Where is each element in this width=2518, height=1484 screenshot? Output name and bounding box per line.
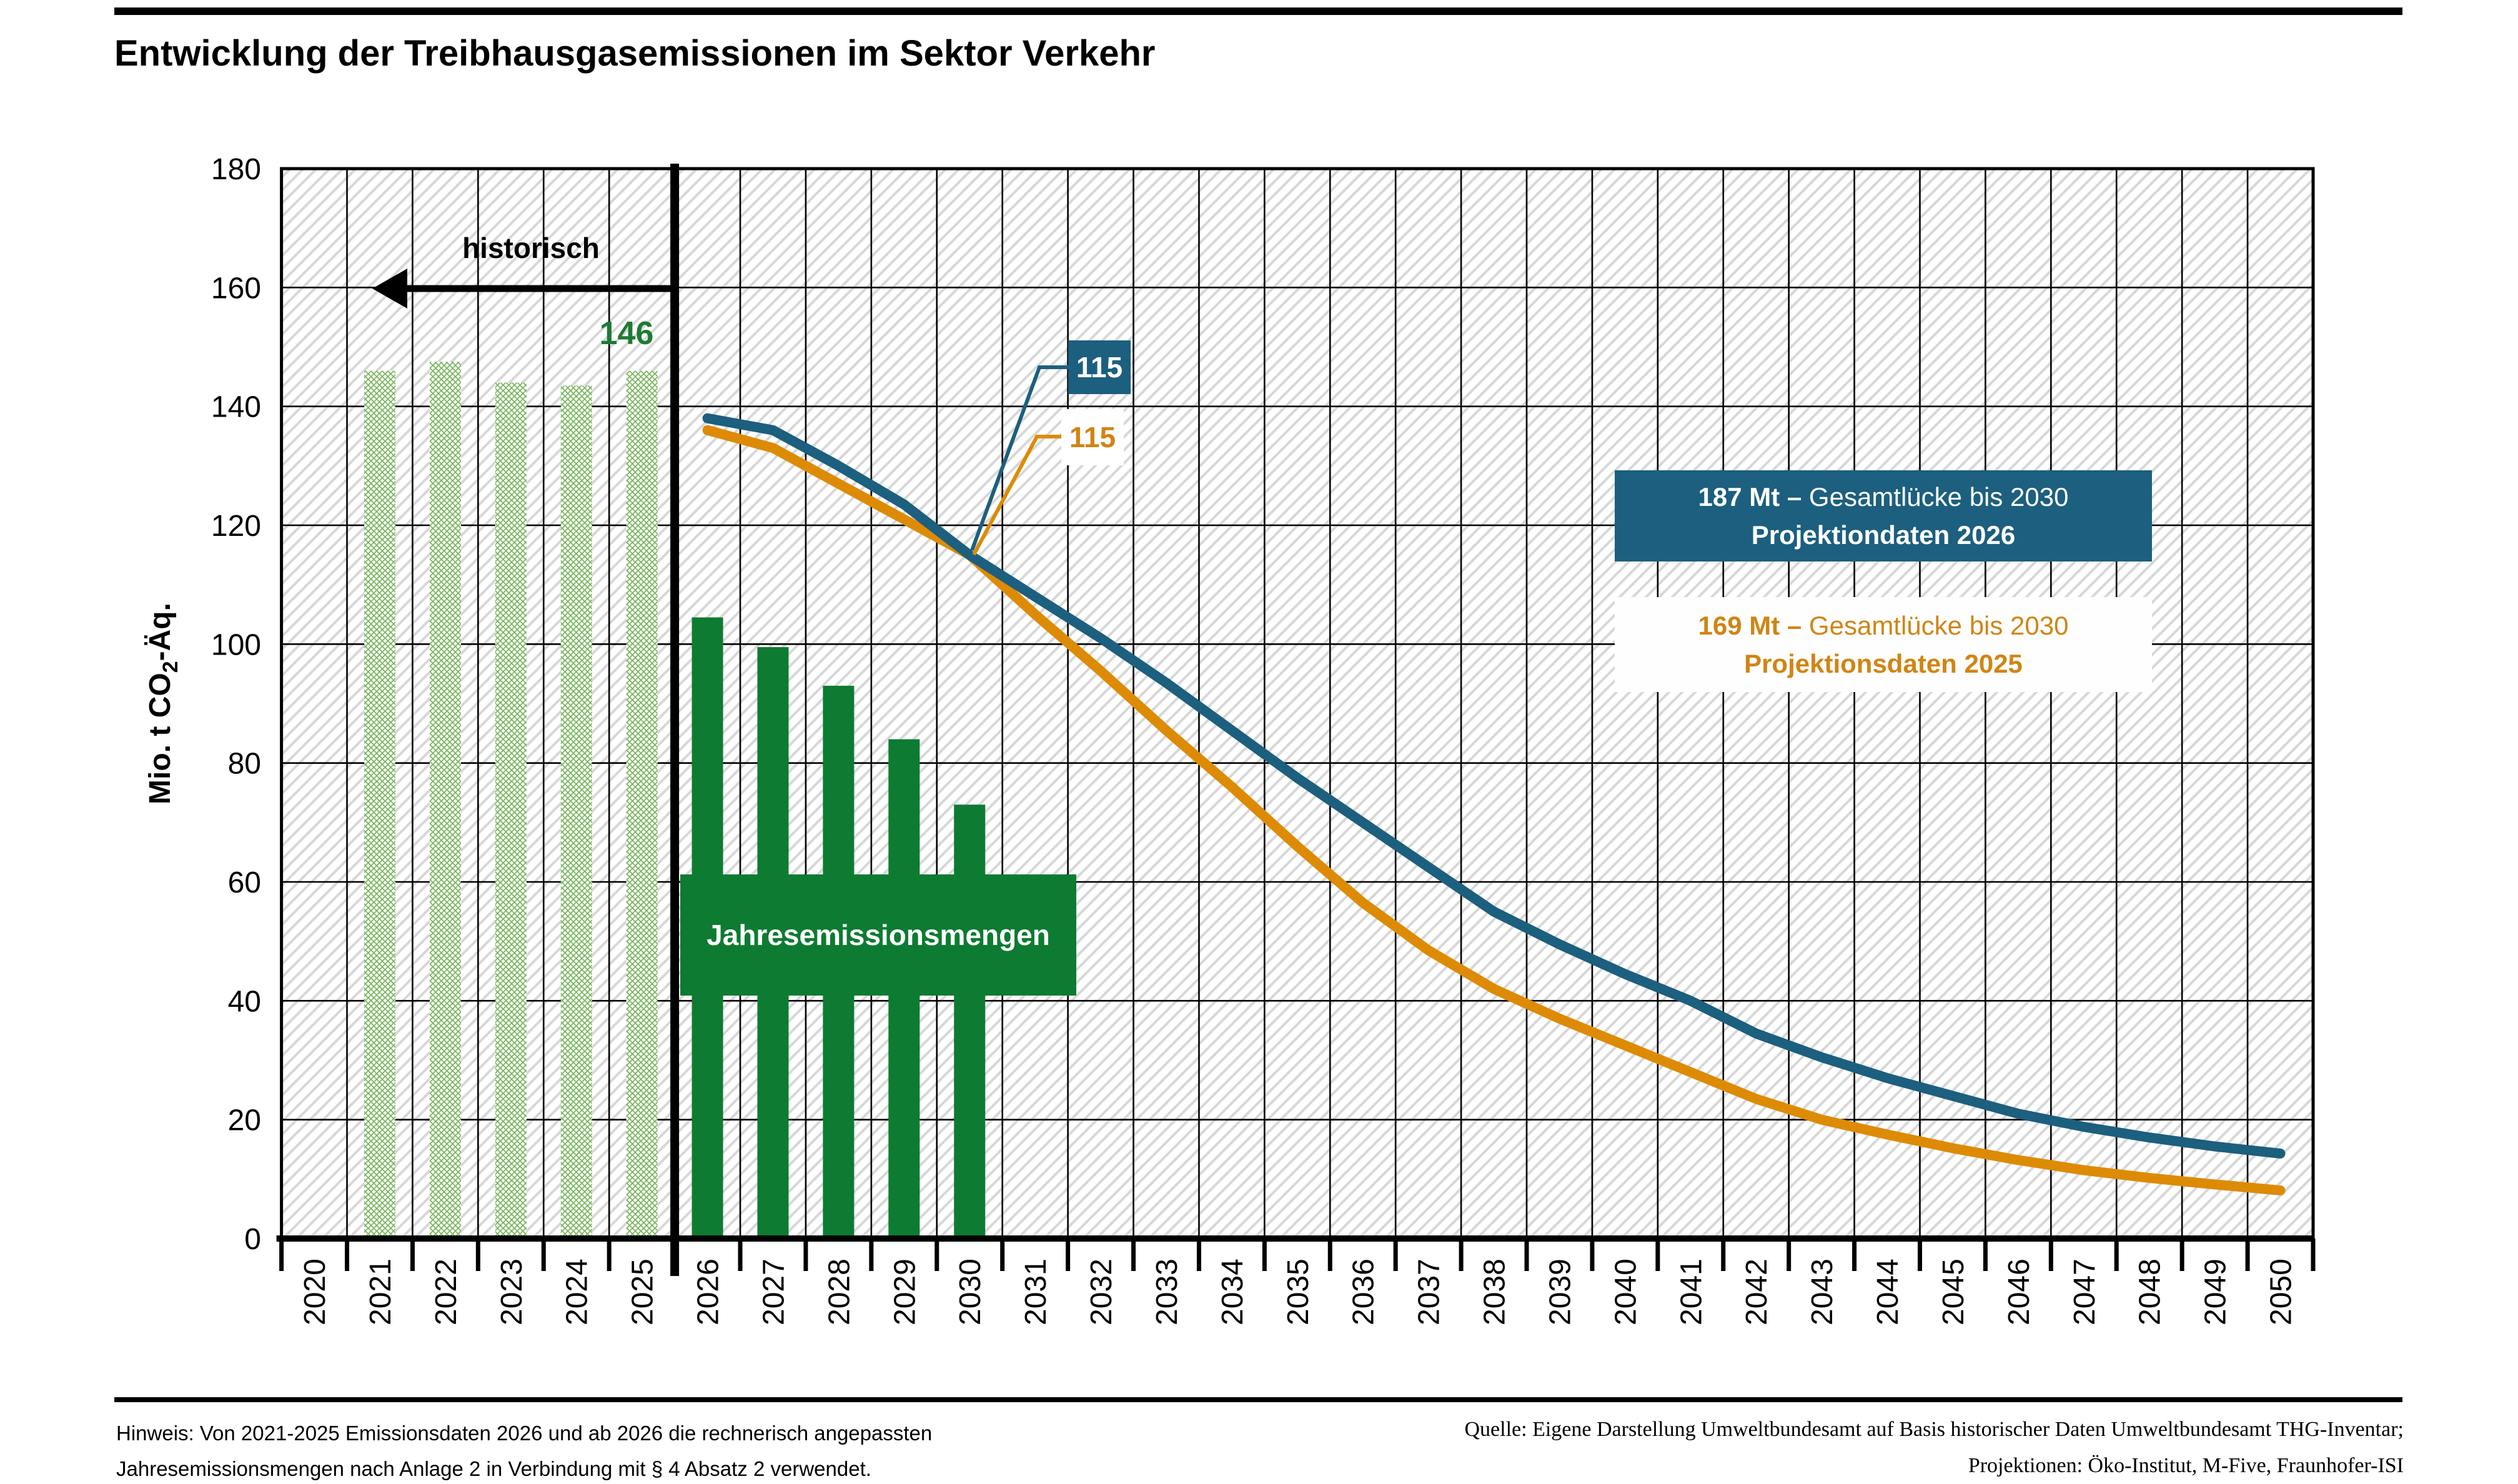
gap-box-2026-line2: Projektiondaten 2026 bbox=[1751, 520, 2016, 550]
y-tick-label-120: 120 bbox=[211, 510, 261, 543]
x-tick-label-2027: 2027 bbox=[757, 1259, 790, 1325]
gap-box-projektionsdaten-2025: 169 Mt – Gesamtlücke bis 2030 Projektion… bbox=[1615, 597, 2152, 692]
x-tick-label-2046: 2046 bbox=[2003, 1259, 2036, 1325]
footer-rule bbox=[114, 1397, 2402, 1402]
footnote-line1: Hinweis: Von 2021-2025 Emissionsdaten 20… bbox=[116, 1422, 933, 1445]
x-tick-label-2036: 2036 bbox=[1347, 1259, 1380, 1325]
x-tick-label-2020: 2020 bbox=[299, 1259, 332, 1325]
x-tick-label-2025: 2025 bbox=[627, 1259, 660, 1325]
gap-box-2025-value: 169 Mt – bbox=[1698, 611, 1802, 640]
y-tick-label-140: 140 bbox=[211, 391, 261, 424]
x-axis-labels: 2020 2021 2022 2023 2024 2025 2026 2027 2028 2029… bbox=[299, 1259, 2297, 1325]
budget-bar-2030 bbox=[954, 804, 986, 1239]
projection-lines bbox=[702, 413, 2286, 1195]
gap-box-2026-value: 187 Mt – bbox=[1698, 482, 1802, 512]
hist-bar-2023 bbox=[495, 382, 527, 1239]
gap-box-2025-line1: 169 Mt – Gesamtlücke bis 2030 bbox=[1698, 606, 2069, 645]
x-tick-label-2040: 2040 bbox=[1609, 1259, 1642, 1325]
x-tick-label-2026: 2026 bbox=[692, 1259, 725, 1325]
bar-value-label-2025: 146 bbox=[599, 315, 654, 352]
hist-bar-2025 bbox=[626, 370, 658, 1239]
y-tick-label-60: 60 bbox=[228, 866, 261, 899]
x-tick-label-2038: 2038 bbox=[1479, 1259, 1512, 1325]
x-tick-label-2044: 2044 bbox=[1871, 1259, 1905, 1325]
x-tick-label-2042: 2042 bbox=[1740, 1259, 1773, 1325]
gap-box-projektiondaten-2026: 187 Mt – Gesamtlücke bis 2030 Projektion… bbox=[1615, 470, 2152, 561]
x-tick-label-2045: 2045 bbox=[1937, 1259, 1970, 1325]
x-tick-label-2032: 2032 bbox=[1085, 1259, 1118, 1325]
x-tick-label-2049: 2049 bbox=[2199, 1259, 2233, 1325]
x-tick-label-2043: 2043 bbox=[1806, 1259, 1839, 1325]
y-tick-label-80: 80 bbox=[228, 748, 261, 781]
y-tick-label-0: 0 bbox=[244, 1223, 261, 1256]
gap-box-2026-text: Gesamtlücke bis 2030 bbox=[1802, 482, 2069, 512]
historical-bars bbox=[364, 362, 658, 1239]
hist-bar-2021 bbox=[364, 370, 395, 1239]
source-credit: Quelle: Eigene Darstellung Umweltbundesa… bbox=[1465, 1412, 2404, 1484]
y-tick-label-180: 180 bbox=[211, 153, 261, 186]
page-title: Entwicklung der Treibhausgasemissionen i… bbox=[114, 33, 1156, 74]
x-tick-label-2029: 2029 bbox=[888, 1259, 921, 1325]
y-axis-title: Mio. t CO2-Äq. bbox=[144, 603, 182, 804]
y-tick-label-100: 100 bbox=[211, 628, 261, 661]
y-tick-label-20: 20 bbox=[228, 1104, 261, 1137]
footnote-line2: Jahresemissionsmengen nach Anlage 2 in V… bbox=[116, 1457, 871, 1480]
plot-background bbox=[281, 169, 2313, 1239]
gap-box-2026-line1: 187 Mt – Gesamtlücke bis 2030 bbox=[1698, 478, 2069, 516]
x-tick-label-2023: 2023 bbox=[495, 1259, 528, 1325]
x-tick-label-2047: 2047 bbox=[2068, 1259, 2101, 1325]
callout-2025-connector bbox=[972, 435, 1063, 556]
x-tick-label-2035: 2035 bbox=[1282, 1259, 1315, 1325]
top-rule bbox=[114, 7, 2402, 15]
y-tick-label-160: 160 bbox=[211, 272, 261, 305]
x-tick-label-2021: 2021 bbox=[364, 1259, 397, 1325]
line-projektiondaten-2026 bbox=[702, 413, 2286, 1159]
x-tick-label-2033: 2033 bbox=[1151, 1259, 1184, 1325]
x-tick-label-2028: 2028 bbox=[823, 1259, 856, 1325]
x-tick-label-2031: 2031 bbox=[1019, 1259, 1053, 1325]
plot-hatch-area bbox=[281, 169, 2313, 1239]
x-tick-label-2022: 2022 bbox=[430, 1259, 463, 1325]
x-tick-label-2039: 2039 bbox=[1544, 1259, 1577, 1325]
x-tick-label-2030: 2030 bbox=[954, 1259, 987, 1325]
gap-box-2025-line2: Projektionsdaten 2025 bbox=[1744, 649, 2023, 678]
y-axis-labels: 0 20 40 60 80 100 120 140 160 180 Mio. t CO2-Äq. bbox=[144, 153, 261, 1256]
x-tick-label-2050: 2050 bbox=[2265, 1259, 2298, 1325]
svg-annotations bbox=[372, 164, 1131, 1276]
x-tick-label-2034: 2034 bbox=[1216, 1259, 1249, 1325]
x-tick-label-2041: 2041 bbox=[1675, 1259, 1708, 1325]
x-tick-label-2024: 2024 bbox=[561, 1259, 594, 1325]
hist-bar-2022 bbox=[429, 362, 461, 1239]
historisch-arrow-head bbox=[372, 269, 407, 309]
callout-value-2026: 115 bbox=[1076, 351, 1123, 383]
y-tick-label-40: 40 bbox=[228, 985, 261, 1018]
gap-box-2025-text: Gesamtlücke bis 2030 bbox=[1802, 611, 2069, 640]
x-tick-label-2037: 2037 bbox=[1413, 1259, 1446, 1325]
footnote: Hinweis: Von 2021-2025 Emissionsdaten 20… bbox=[116, 1415, 932, 1484]
source-line1: Quelle: Eigene Darstellung Umweltbundesa… bbox=[1464, 1418, 2404, 1441]
source-line2: Projektionen: Öko-Institut, M-Five, Frau… bbox=[1968, 1454, 2404, 1477]
callout-2026-bg bbox=[1068, 340, 1131, 394]
x-tick-label-2048: 2048 bbox=[2134, 1259, 2167, 1325]
callout-value-2025: 115 bbox=[1061, 409, 1124, 465]
jahresemissionsmengen-box: Jahresemissionsmengen bbox=[680, 874, 1076, 996]
historisch-label: historisch bbox=[462, 232, 600, 264]
callout-2026-connector bbox=[970, 365, 1069, 552]
hist-bar-2024 bbox=[560, 385, 592, 1239]
